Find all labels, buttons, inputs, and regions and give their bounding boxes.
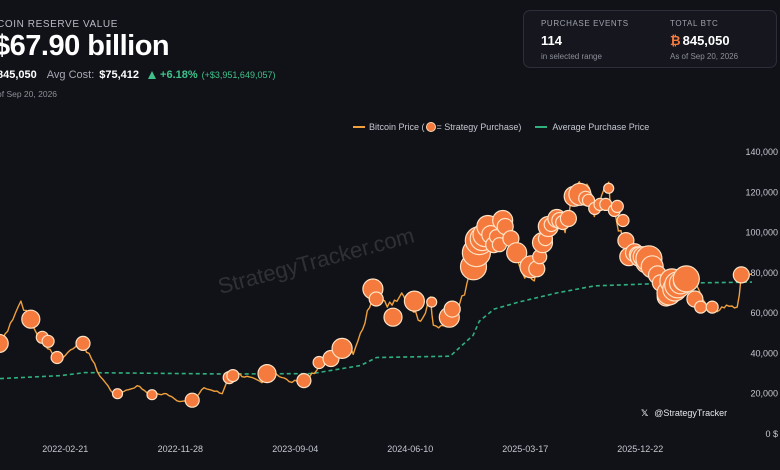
purchase-events-sub: in selected range <box>541 52 602 61</box>
purchase-dot[interactable] <box>732 266 750 284</box>
purchase-dot[interactable] <box>21 309 41 329</box>
y-tick-label: 0 $ <box>765 429 778 439</box>
purchase-dot[interactable] <box>610 199 624 213</box>
as-of-date: of Sep 20, 2026 <box>0 89 58 99</box>
purchase-events-value: 114 <box>541 33 562 48</box>
total-btc-label: TOTAL BTC <box>670 19 719 28</box>
purchase-dots-layer <box>0 182 750 408</box>
purchase-dot[interactable] <box>50 350 64 365</box>
credit-handle: @StrategyTracker <box>654 408 728 418</box>
average-price-layer <box>0 281 753 380</box>
y-tick-label: 60,000 <box>750 308 778 318</box>
summary-card: PURCHASE EVENTS 114 in selected range TO… <box>523 10 777 68</box>
purchase-dot[interactable] <box>368 291 384 307</box>
avg-line-swatch <box>535 126 548 128</box>
x-axis: 2022-02-21 2022-11-28 2023-09-04 2024-06-10… <box>42 444 663 454</box>
legend-price-label-b: = Strategy Purchase) <box>436 122 522 132</box>
purchase-dot[interactable] <box>226 369 240 383</box>
y-axis: 0 $ 20,000 40,000 60,000 80,000 100,000 120,00… <box>745 147 778 439</box>
x-tick-label: 2022-02-21 <box>42 444 88 454</box>
purchase-events-label: PURCHASE EVENTS <box>541 19 629 28</box>
credit: 𝕏 @StrategyTracker <box>641 408 727 419</box>
purchase-dot[interactable] <box>331 337 353 359</box>
purchase-dot[interactable] <box>41 334 55 348</box>
purchase-dot[interactable] <box>443 300 461 318</box>
purchase-dot[interactable] <box>111 388 124 400</box>
x-tick-label: 2024-06-10 <box>387 444 433 454</box>
purchase-dot[interactable] <box>383 307 403 327</box>
purchase-dot[interactable] <box>184 392 200 408</box>
y-tick-label: 80,000 <box>750 268 778 278</box>
purchase-dot[interactable] <box>506 242 528 264</box>
watermark: StrategyTracker.com <box>215 223 417 299</box>
legend-avg-label: Average Purchase Price <box>552 122 650 132</box>
purchase-dot[interactable] <box>426 296 438 308</box>
legend-price-label-a: Bitcoin Price ( <box>369 122 425 132</box>
change-amount: (+$3,951,649,057) <box>201 70 276 80</box>
purchase-dot[interactable] <box>75 335 91 351</box>
reserve-value: $67.90 billion <box>0 30 170 62</box>
purchase-dot[interactable] <box>257 364 277 384</box>
purchase-dot[interactable] <box>296 373 312 389</box>
purchase-dot[interactable] <box>672 265 700 293</box>
y-tick-label: 20,000 <box>750 389 778 399</box>
y-tick-label: 100,000 <box>745 228 778 238</box>
x-tick-label: 2025-12-22 <box>617 444 663 454</box>
up-arrow-icon <box>148 71 157 79</box>
price-line-swatch <box>353 126 365 128</box>
purchase-dot[interactable] <box>559 209 578 228</box>
y-tick-label: 120,000 <box>745 187 778 197</box>
change-percent: +6.18% <box>160 69 198 81</box>
purchase-dot[interactable] <box>603 182 615 194</box>
stats-row: 845,050 Avg Cost: $75,412 +6.18% (+$3,95… <box>0 69 275 81</box>
btc-amount: 845,050 <box>0 69 37 81</box>
legend: Bitcoin Price ( = Strategy Purchase) Ave… <box>353 122 649 132</box>
average-price-line <box>0 281 753 380</box>
x-logo-icon: 𝕏 <box>641 408 649 418</box>
total-btc-value-row: ₿ 845,050 <box>670 33 730 48</box>
purchase-dot[interactable] <box>694 300 708 314</box>
purchase-dot[interactable] <box>403 290 425 312</box>
x-tick-label: 2023-09-04 <box>272 444 318 454</box>
total-btc-sub: As of Sep 20, 2026 <box>670 52 739 61</box>
avg-cost-value: $75,412 <box>99 69 140 81</box>
x-tick-label: 2025-03-17 <box>502 444 548 454</box>
avg-cost-label: Avg Cost: <box>46 69 95 81</box>
purchase-dot[interactable] <box>616 213 630 228</box>
y-tick-label: 140,000 <box>745 147 778 157</box>
reserve-label: COIN RESERVE VALUE <box>0 19 119 30</box>
summary-header: COIN RESERVE VALUE $67.90 billion 845,05… <box>0 0 780 110</box>
total-btc-value: 845,050 <box>682 33 730 48</box>
purchase-dot-icon <box>425 122 436 132</box>
x-tick-label: 2022-11-28 <box>158 444 203 454</box>
purchase-dot[interactable] <box>146 389 158 401</box>
purchase-dot[interactable] <box>0 333 9 353</box>
bitcoin-symbol-icon: ₿ <box>670 33 681 48</box>
purchase-dot[interactable] <box>705 300 719 314</box>
y-tick-label: 40,000 <box>750 348 778 358</box>
